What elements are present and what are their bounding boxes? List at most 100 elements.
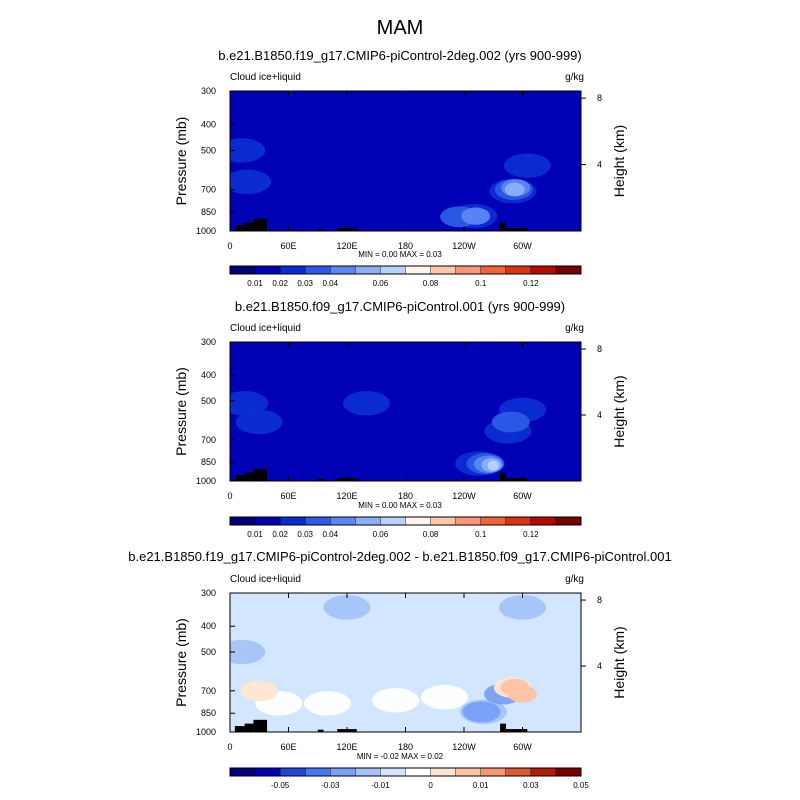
- x-tick-label: 180: [398, 491, 413, 501]
- colorbar-label: 0.06: [373, 530, 389, 539]
- colorbar-swatch: [380, 767, 406, 777]
- y-tick-label: 300: [201, 86, 216, 96]
- colorbar-swatch: [330, 516, 356, 526]
- colorbar-swatch: [455, 265, 482, 275]
- land-mask: [505, 228, 528, 231]
- land-mask: [244, 723, 254, 732]
- y-tick-label: 1000: [196, 727, 216, 737]
- colorbar-label: -0.05: [271, 781, 290, 790]
- x-tick-label: 60W: [513, 742, 532, 752]
- field-feature: [461, 207, 491, 225]
- units-label: g/kg: [565, 72, 584, 83]
- land-mask: [234, 475, 245, 481]
- field-feature: [230, 138, 266, 163]
- y-tick-label: 1000: [196, 226, 216, 236]
- colorbar-swatch: [229, 265, 256, 275]
- y-tick-label: 300: [201, 337, 216, 347]
- colorbar-label: 0.02: [272, 530, 288, 539]
- land-mask: [253, 719, 268, 732]
- colorbar-label: 0.03: [523, 781, 539, 790]
- colorbar-label: 0.08: [423, 279, 439, 288]
- x-tick-label: 120W: [452, 491, 476, 501]
- colorbar-swatch: [555, 265, 582, 275]
- field-feature: [421, 685, 468, 710]
- colorbar-label: -0.03: [321, 781, 340, 790]
- land-mask: [253, 468, 268, 481]
- x-tick-label: 120E: [336, 491, 357, 501]
- colorbar-swatch: [305, 767, 331, 777]
- colorbar-swatch: [355, 767, 381, 777]
- colorbar-label: 0.01: [247, 530, 263, 539]
- colorbar-swatch: [229, 516, 256, 526]
- colorbar-label: 0.06: [373, 279, 389, 288]
- plot-area: [230, 593, 581, 732]
- colorbar-swatch: [305, 516, 331, 526]
- land-mask: [317, 478, 324, 481]
- colorbar-frame: [229, 265, 582, 275]
- units-label: g/kg: [565, 323, 584, 334]
- figure-title: MAM: [377, 17, 424, 39]
- y-tick-label: 500: [201, 145, 216, 155]
- colorbar-swatch: [430, 516, 457, 526]
- colorbar-swatch: [530, 516, 557, 526]
- colorbar-swatch: [254, 265, 281, 275]
- colorbar-frame: [229, 767, 582, 777]
- land-mask: [234, 225, 245, 231]
- colorbar-swatch: [480, 265, 507, 275]
- field-feature: [462, 701, 501, 723]
- colorbar-swatch: [330, 265, 356, 275]
- y2-axis-title: Height (km): [611, 125, 627, 197]
- land-mask: [505, 729, 528, 732]
- colorbar-swatch: [279, 265, 306, 275]
- panel-title: b.e21.B1850.f09_g17.CMIP6-piControl.001 …: [235, 299, 565, 314]
- y-tick-label: 300: [201, 588, 216, 598]
- colorbar-swatch: [530, 265, 557, 275]
- colorbar-swatch: [480, 767, 507, 777]
- y-axis-title: Pressure (mb): [173, 618, 189, 707]
- land-mask: [500, 723, 506, 732]
- colorbar-label: 0.03: [297, 279, 313, 288]
- field-feature: [323, 595, 371, 620]
- colorbar-swatch: [405, 767, 432, 777]
- x-tick-label: 120W: [452, 241, 476, 251]
- land-mask: [500, 472, 506, 481]
- colorbar-swatch: [330, 767, 356, 777]
- units-label: g/kg: [565, 574, 584, 585]
- y2-axis-title: Height (km): [611, 375, 627, 447]
- x-tick-label: 120E: [336, 241, 357, 251]
- x-tick-label: 0: [227, 241, 232, 251]
- colorbar-frame: [229, 516, 582, 526]
- min-max-label: MIN = 0.00 MAX = 0.03: [358, 501, 442, 510]
- colorbar-label: 0.12: [523, 279, 539, 288]
- x-tick-label: 60E: [280, 491, 296, 501]
- plot-area: [230, 342, 581, 481]
- y2-tick-label: 4: [597, 410, 602, 420]
- y2-tick-label: 4: [597, 661, 602, 671]
- colorbar-swatch: [455, 767, 482, 777]
- field-feature: [491, 411, 530, 433]
- field-feature: [487, 460, 499, 471]
- variable-label: Cloud ice+liquid: [230, 323, 301, 334]
- colorbar-swatch: [505, 516, 532, 526]
- field-feature: [372, 688, 420, 713]
- y-tick-label: 400: [201, 370, 216, 380]
- field-feature: [230, 391, 269, 416]
- y2-tick-label: 4: [597, 160, 602, 170]
- variable-label: Cloud ice+liquid: [230, 574, 301, 585]
- land-mask: [253, 218, 268, 231]
- colorbar-swatch: [480, 516, 507, 526]
- colorbar-label: 0.12: [523, 530, 539, 539]
- land-mask: [244, 472, 254, 481]
- colorbar-swatch: [254, 767, 281, 777]
- y-tick-label: 850: [201, 457, 216, 467]
- x-tick-label: 180: [398, 742, 413, 752]
- field-feature: [230, 639, 266, 665]
- x-tick-label: 60W: [513, 241, 532, 251]
- land-mask: [234, 726, 245, 732]
- field-feature: [343, 391, 390, 416]
- y2-tick-label: 8: [597, 344, 602, 354]
- y-tick-label: 400: [201, 119, 216, 129]
- y-axis-title: Pressure (mb): [173, 117, 189, 206]
- colorbar-swatch: [355, 516, 381, 526]
